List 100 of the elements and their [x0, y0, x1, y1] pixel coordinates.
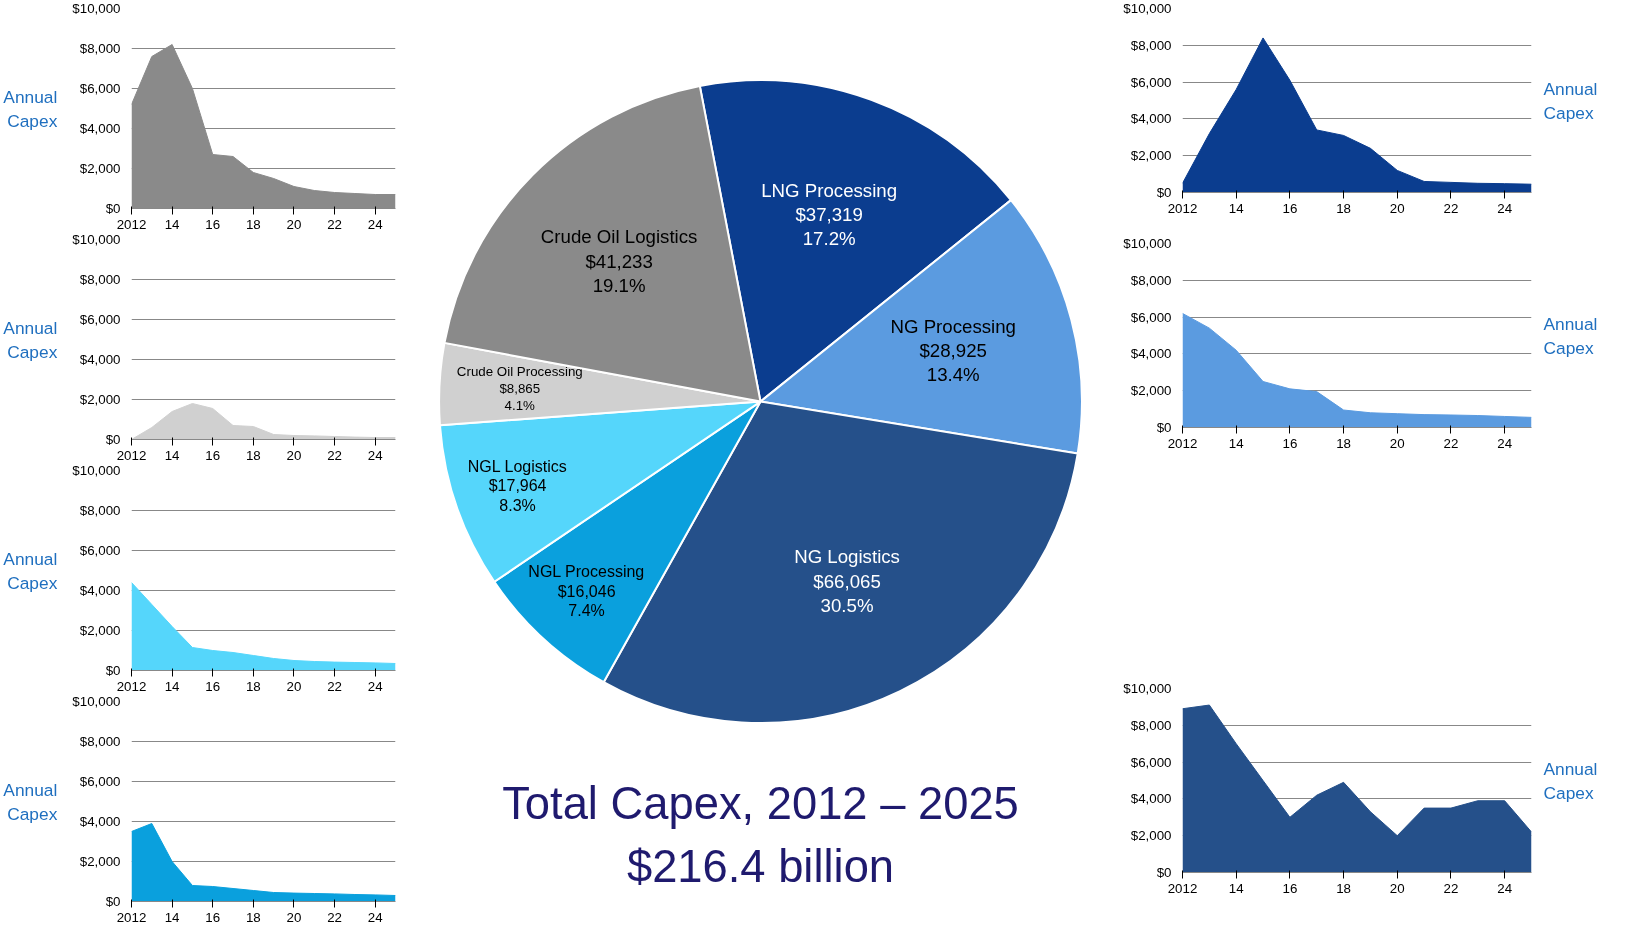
x-tick-label: 2012: [116, 447, 147, 463]
x-tick-label: 22: [1443, 200, 1459, 216]
x-tick-label: 14: [1228, 435, 1245, 451]
y-axis-title: Annual Capex: [3, 86, 58, 131]
x-tick-label: 18: [245, 909, 261, 925]
x-tick-label: 14: [164, 909, 181, 925]
y-tick-label: $8,000: [79, 41, 121, 56]
y-tick-label: $4,000: [79, 814, 121, 829]
y-axis-title: Annual Capex: [3, 548, 58, 593]
x-tick-label: 18: [1336, 200, 1351, 216]
x-tick-label: 16: [205, 678, 221, 694]
y-tick-label: $10,000: [1123, 236, 1172, 251]
x-tick-label: 16: [1282, 435, 1298, 451]
x-tick-label: 14: [1228, 200, 1245, 216]
y-tick-label: $0: [1156, 185, 1172, 200]
data-label: $8,865 4.1%: [499, 380, 541, 414]
y-tick-label: $2,000: [79, 623, 121, 638]
data-label: $28,925 13.4%: [919, 340, 987, 386]
y-tick-label: $4,000: [1130, 346, 1172, 362]
slice-label: NG Logistics: [794, 546, 900, 568]
x-tick-label: 2012: [1167, 200, 1198, 216]
y-tick-label: $4,000: [1130, 791, 1172, 807]
x-tick-label: 20: [286, 216, 302, 232]
x-tick-label: 20: [1389, 435, 1405, 451]
slice-label: Crude Oil Processing: [456, 363, 583, 379]
slice-label: NGL Processing: [528, 562, 645, 580]
x-tick-label: 20: [286, 909, 302, 925]
slice-label: Crude Oil Logistics: [540, 226, 698, 248]
y-tick-label: $0: [105, 432, 121, 447]
text: $216.4 billion: [626, 840, 895, 892]
y-tick-label: $2,000: [1130, 148, 1172, 164]
x-tick-label: 24: [367, 678, 384, 694]
x-tick-label: 22: [327, 216, 342, 232]
x-tick-label: 22: [1443, 880, 1459, 896]
y-tick-label: $4,000: [79, 583, 121, 598]
y-tick-label: $6,000: [79, 774, 121, 789]
text: Total Capex, 2012 – 2025: [502, 777, 1019, 829]
x-tick-label: 2012: [1167, 880, 1198, 896]
y-tick-label: $8,000: [1130, 37, 1172, 53]
y-tick-label: $10,000: [72, 232, 121, 247]
data-label: $17,964 8.3%: [488, 477, 547, 515]
x-tick-label: 22: [1443, 435, 1459, 451]
y-tick-label: $10,000: [72, 694, 121, 709]
x-tick-label: 18: [245, 216, 261, 232]
x-tick-label: 24: [367, 216, 384, 232]
x-tick-label: 18: [245, 447, 261, 463]
x-tick-label: 24: [1497, 880, 1513, 896]
y-tick-label: $2,000: [79, 161, 121, 176]
y-tick-label: $6,000: [1130, 74, 1172, 90]
x-tick-label: 2012: [116, 678, 147, 694]
x-tick-label: 16: [1282, 880, 1298, 896]
y-tick-label: $4,000: [79, 352, 121, 367]
y-tick-label: $2,000: [1130, 383, 1172, 399]
y-axis-title: Annual Capex: [1543, 758, 1598, 803]
y-tick-label: $4,000: [1130, 111, 1172, 127]
x-tick-label: 16: [205, 447, 221, 463]
x-tick-label: 2012: [116, 216, 147, 232]
y-tick-label: $2,000: [1130, 828, 1172, 844]
x-tick-label: 22: [327, 678, 342, 694]
y-axis-title: Annual Capex: [1543, 78, 1598, 123]
x-tick-label: 14: [164, 678, 181, 694]
y-axis-title: Annual Capex: [3, 317, 58, 362]
x-tick-label: 20: [1389, 200, 1405, 216]
y-tick-label: $2,000: [79, 854, 121, 869]
x-tick-label: 18: [1336, 880, 1351, 896]
y-axis-title: Annual Capex: [1543, 313, 1598, 358]
y-tick-label: $10,000: [1123, 681, 1172, 696]
y-tick-label: $0: [1156, 865, 1172, 880]
y-tick-label: $8,000: [79, 503, 121, 518]
y-tick-label: $0: [105, 201, 121, 216]
data-label: $16,046 7.4%: [557, 582, 616, 620]
x-tick-label: 16: [205, 216, 221, 232]
y-tick-label: $8,000: [79, 734, 121, 749]
x-tick-label: 22: [327, 447, 342, 463]
data-label: $37,319 17.2%: [795, 203, 863, 250]
y-tick-label: $0: [1156, 420, 1172, 435]
y-tick-label: $6,000: [79, 81, 121, 96]
y-tick-label: $10,000: [72, 463, 121, 478]
y-tick-label: $6,000: [79, 543, 121, 558]
x-tick-label: 20: [286, 678, 302, 694]
slice-label: LNG Processing: [761, 179, 898, 201]
data-label: $41,233 19.1%: [585, 250, 653, 296]
x-tick-label: 2012: [116, 909, 147, 925]
x-tick-label: 24: [1497, 200, 1513, 216]
y-tick-label: $10,000: [1123, 1, 1172, 16]
y-tick-label: $6,000: [1130, 309, 1172, 325]
y-tick-label: $2,000: [79, 392, 121, 407]
x-tick-label: 16: [1282, 200, 1298, 216]
x-tick-label: 20: [286, 447, 302, 463]
x-tick-label: 24: [367, 909, 384, 925]
x-tick-label: 14: [1228, 880, 1245, 896]
x-tick-label: 14: [164, 447, 181, 463]
x-tick-label: 18: [1336, 435, 1351, 451]
y-tick-label: $6,000: [79, 312, 121, 327]
y-tick-label: $0: [105, 663, 121, 678]
y-tick-label: $4,000: [79, 121, 121, 136]
y-tick-label: $8,000: [79, 272, 121, 287]
x-tick-label: 18: [245, 678, 261, 694]
x-tick-label: 20: [1389, 880, 1405, 896]
x-tick-label: 16: [205, 909, 221, 925]
